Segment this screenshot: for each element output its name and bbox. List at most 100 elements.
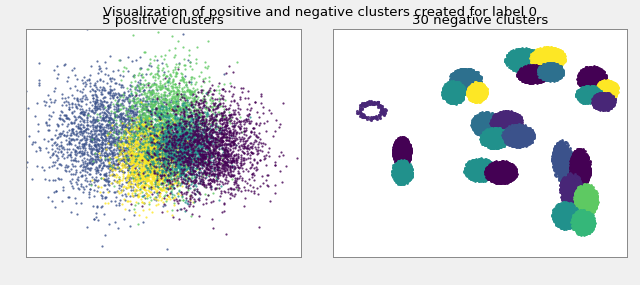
Point bbox=[454, 97, 464, 102]
Point bbox=[500, 129, 511, 134]
Point bbox=[182, 136, 192, 141]
Point bbox=[575, 167, 585, 172]
Point bbox=[588, 203, 598, 207]
Point bbox=[446, 91, 456, 95]
Point bbox=[113, 144, 123, 148]
Point bbox=[553, 166, 563, 170]
Point bbox=[390, 164, 400, 168]
Point bbox=[550, 61, 561, 65]
Point bbox=[484, 119, 495, 123]
Point bbox=[154, 192, 164, 197]
Point bbox=[463, 76, 473, 81]
Point bbox=[552, 158, 563, 162]
Point bbox=[558, 177, 568, 182]
Point bbox=[529, 71, 540, 76]
Point bbox=[501, 135, 511, 140]
Point bbox=[495, 135, 505, 140]
Point bbox=[406, 164, 416, 169]
Point bbox=[572, 194, 582, 198]
Point bbox=[187, 141, 197, 145]
Point bbox=[524, 70, 534, 74]
Point bbox=[497, 166, 507, 171]
Point bbox=[396, 167, 406, 172]
Point bbox=[141, 143, 151, 148]
Point bbox=[534, 74, 545, 78]
Point bbox=[553, 158, 563, 163]
Point bbox=[399, 156, 410, 161]
Point bbox=[560, 168, 570, 173]
Point bbox=[517, 66, 527, 70]
Point bbox=[517, 74, 527, 78]
Point bbox=[471, 92, 481, 96]
Point bbox=[480, 129, 490, 134]
Point bbox=[560, 160, 570, 165]
Point bbox=[396, 172, 406, 176]
Point bbox=[510, 53, 520, 57]
Point bbox=[600, 80, 611, 85]
Point bbox=[557, 220, 567, 225]
Point bbox=[477, 116, 488, 121]
Point bbox=[476, 167, 486, 172]
Point bbox=[122, 145, 132, 150]
Point bbox=[594, 86, 604, 91]
Point bbox=[575, 160, 585, 164]
Point bbox=[588, 77, 598, 82]
Point bbox=[457, 84, 467, 89]
Point bbox=[115, 203, 125, 207]
Point bbox=[588, 92, 598, 97]
Point bbox=[539, 53, 549, 58]
Point bbox=[499, 136, 509, 140]
Point bbox=[573, 198, 584, 202]
Point bbox=[577, 189, 588, 194]
Point bbox=[459, 78, 469, 83]
Point bbox=[493, 162, 503, 166]
Point bbox=[474, 157, 484, 161]
Point bbox=[483, 136, 493, 141]
Point bbox=[497, 176, 507, 181]
Point bbox=[589, 203, 599, 208]
Point bbox=[543, 49, 554, 54]
Point bbox=[582, 193, 592, 198]
Point bbox=[544, 60, 554, 65]
Point bbox=[477, 172, 487, 176]
Point bbox=[583, 199, 593, 204]
Point bbox=[457, 73, 467, 78]
Point bbox=[515, 115, 525, 119]
Point bbox=[443, 81, 453, 86]
Point bbox=[140, 126, 150, 131]
Point bbox=[141, 190, 152, 195]
Point bbox=[527, 72, 537, 77]
Point bbox=[513, 59, 524, 64]
Point bbox=[577, 155, 588, 160]
Point bbox=[468, 167, 479, 172]
Point bbox=[395, 155, 405, 159]
Point bbox=[577, 198, 588, 203]
Point bbox=[571, 180, 581, 184]
Point bbox=[486, 124, 496, 128]
Point bbox=[396, 142, 406, 146]
Point bbox=[606, 88, 616, 93]
Point bbox=[472, 91, 483, 95]
Point bbox=[562, 218, 572, 223]
Point bbox=[488, 132, 499, 137]
Point bbox=[399, 143, 409, 148]
Point bbox=[589, 78, 600, 83]
Point bbox=[560, 159, 570, 163]
Point bbox=[477, 119, 488, 124]
Point bbox=[132, 133, 142, 137]
Point bbox=[559, 158, 569, 162]
Point bbox=[577, 223, 588, 228]
Point bbox=[557, 162, 568, 167]
Point bbox=[593, 79, 604, 83]
Point bbox=[162, 121, 172, 126]
Point bbox=[544, 69, 554, 73]
Point bbox=[554, 164, 564, 169]
Point bbox=[135, 113, 145, 118]
Point bbox=[177, 102, 187, 106]
Point bbox=[532, 69, 542, 73]
Point bbox=[550, 157, 560, 161]
Point bbox=[595, 92, 605, 96]
Point bbox=[486, 116, 496, 121]
Point bbox=[468, 87, 478, 92]
Point bbox=[490, 135, 500, 139]
